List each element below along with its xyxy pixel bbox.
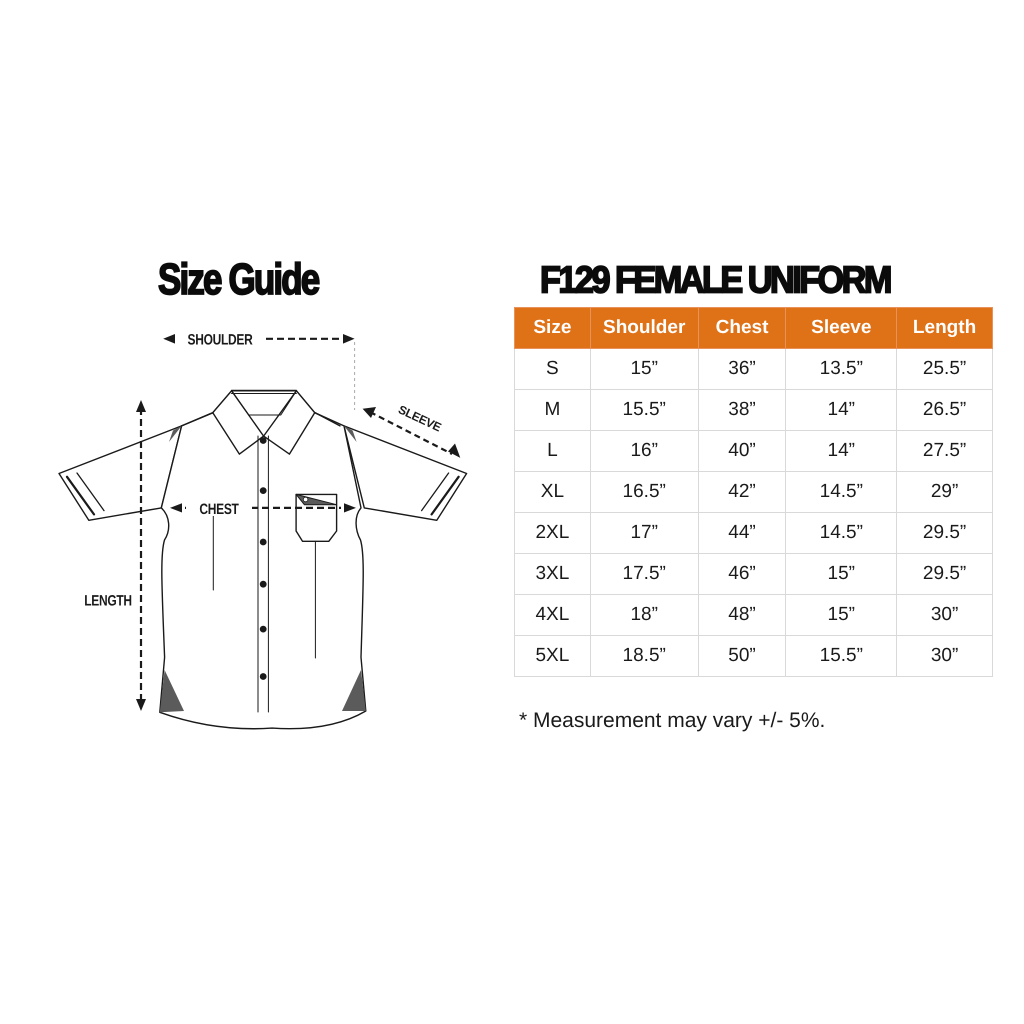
- svg-text:SLEEVE: SLEEVE: [396, 402, 443, 434]
- svg-text:SHOULDER: SHOULDER: [188, 331, 254, 349]
- svg-text:CHEST: CHEST: [199, 500, 239, 518]
- svg-text:LENGTH: LENGTH: [84, 592, 132, 610]
